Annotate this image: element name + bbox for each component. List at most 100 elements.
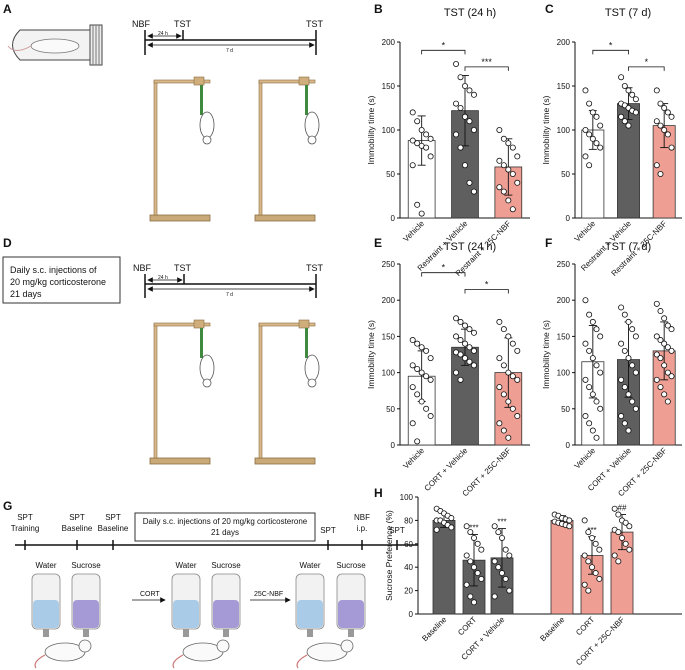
data-point: [496, 318, 503, 325]
data-point: [618, 340, 625, 347]
y-axis-label: Immobility time (s): [541, 95, 551, 164]
data-point: [621, 420, 628, 427]
data-point: [496, 420, 503, 427]
bottle-2: Sucrose: [71, 561, 101, 637]
data-point: [427, 355, 434, 362]
data-point: [593, 113, 600, 120]
y-axis-label: Immobility time (s): [366, 320, 376, 389]
significance-mark: ***: [469, 523, 478, 532]
data-point: [418, 398, 425, 405]
tst-apparatus-d1: [149, 319, 215, 465]
data-point: [495, 529, 502, 536]
mouse-2: [172, 639, 230, 669]
timeline-d-start: NBF: [133, 263, 152, 273]
data-point: [592, 570, 599, 577]
data-point: [509, 206, 516, 213]
cort-arrow-label: CORT: [140, 591, 160, 598]
data-point: [586, 162, 593, 169]
data-point: [466, 344, 473, 351]
data-point: [664, 344, 671, 351]
data-point: [414, 140, 421, 147]
timeline-g-label-1-line2: Training: [11, 524, 40, 533]
data-point: [664, 109, 671, 116]
data-point: [596, 575, 603, 582]
data-point: [668, 347, 675, 354]
data-point: [622, 519, 629, 526]
timeline-g-label-3-line1: SPT: [105, 513, 121, 522]
data-point: [470, 599, 477, 606]
data-point: [618, 376, 625, 383]
data-point: [514, 413, 521, 420]
y-tick-label: 150: [382, 332, 396, 341]
data-point: [581, 552, 588, 559]
restraint-tube-illustration: [7, 24, 103, 66]
data-point: [618, 304, 625, 311]
data-point: [495, 564, 502, 571]
data-point: [414, 340, 421, 347]
data-point: [566, 517, 573, 524]
category-label: Vehicle: [573, 446, 598, 471]
data-point: [463, 581, 470, 588]
nbf-arrow-label: 25C-NBF: [254, 591, 283, 598]
data-point: [597, 122, 604, 129]
data-point: [457, 376, 464, 383]
timeline-g-label-5-line1: NBF: [354, 513, 370, 522]
panel-letter-h: H: [374, 486, 383, 500]
data-point: [467, 529, 474, 536]
y-tick-label: 0: [391, 214, 396, 223]
data-point: [514, 179, 521, 186]
data-point: [582, 376, 589, 383]
data-point: [664, 131, 671, 138]
mouse-1: [34, 639, 92, 669]
data-point: [457, 318, 464, 325]
data-point: [618, 113, 625, 120]
data-point: [621, 347, 628, 354]
data-point: [461, 340, 468, 347]
bottle-4: Sucrose: [211, 561, 241, 637]
data-point: [585, 558, 592, 565]
chart-title: TST (7 d): [605, 241, 651, 253]
category-label: CORT + 25C-NBF: [461, 446, 513, 498]
timeline-g-label-3-line2: Baseline: [98, 524, 129, 533]
data-point: [502, 575, 509, 582]
chart-title: TST (24 h): [444, 241, 496, 253]
bottle-label: Sucrose: [71, 561, 101, 570]
data-point: [657, 170, 664, 177]
daily-injection-box: [134, 512, 316, 542]
data-point: [653, 118, 660, 125]
timeline-g-label-1-line1: SPT: [17, 513, 33, 522]
data-point: [491, 593, 498, 600]
data-point: [629, 326, 636, 333]
data-point: [467, 558, 474, 565]
data-point: [423, 347, 430, 354]
panel-letter-b: B: [374, 2, 383, 16]
data-point: [618, 413, 625, 420]
data-point: [505, 398, 512, 405]
significance-label: *: [645, 57, 649, 67]
category-label: Vehicle: [573, 219, 598, 244]
data-point: [500, 391, 507, 398]
data-point: [668, 113, 675, 120]
y-tick-label: 150: [557, 332, 571, 341]
data-point: [597, 333, 604, 340]
data-point: [589, 355, 596, 362]
significance-label: ***: [481, 57, 492, 67]
data-point: [632, 369, 639, 376]
data-point: [621, 83, 628, 90]
data-point: [423, 144, 430, 151]
chart-h: 0 20 40 60 80 100 Sucrose Preference (%) Baseli…: [384, 493, 682, 667]
data-point: [470, 127, 477, 134]
y-tick-label: 100: [382, 126, 396, 135]
data-point: [619, 534, 626, 541]
data-point: [668, 144, 675, 151]
y-tick-label: 40: [404, 563, 413, 572]
panel-g: SPT Training SPT Baseline SPT Baseline SPT NBF i…: [11, 512, 418, 669]
data-point: [414, 365, 421, 372]
bar: [550, 520, 574, 615]
data-point: [457, 74, 464, 81]
y-tick-label: 0: [566, 441, 571, 450]
data-point: [632, 109, 639, 116]
data-point: [491, 523, 498, 530]
data-point: [596, 546, 603, 553]
data-point: [509, 405, 516, 412]
